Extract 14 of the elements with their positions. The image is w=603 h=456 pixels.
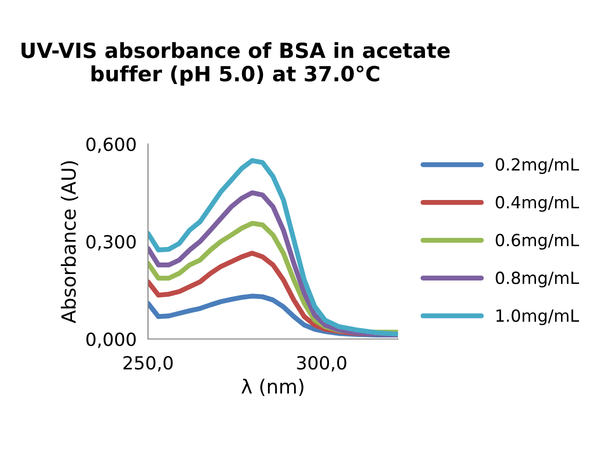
x-axis-title: λ (nm) xyxy=(242,378,304,396)
legend-label: 0.4mg/mL xyxy=(496,196,580,212)
x-tick-label: 250,0 xyxy=(123,356,173,372)
legend-label: 0.2mg/mL xyxy=(496,158,580,174)
legend-label: 0.8mg/mL xyxy=(496,272,580,288)
y-axis-title: Absorbance (AU) xyxy=(60,161,78,324)
chart-title: UV-VIS absorbance of BSA in acetate buffer (pH 5.0) at 37.0°C xyxy=(22,42,450,86)
legend-label: 0.6mg/mL xyxy=(496,234,580,250)
y-tick-label: 0,000 xyxy=(86,332,136,348)
line-series xyxy=(148,158,398,337)
y-tick-label: 0,600 xyxy=(86,137,136,153)
x-tick-label: 300,0 xyxy=(297,356,346,372)
legend-label: 1.0mg/mL xyxy=(496,309,580,326)
y-tick-label: 0,300 xyxy=(86,234,136,250)
